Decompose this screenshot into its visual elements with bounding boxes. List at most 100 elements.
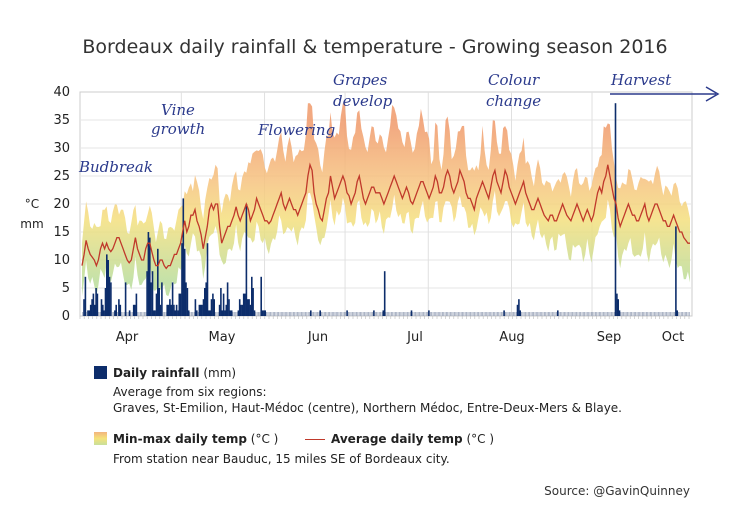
rain-bar-zero — [427, 312, 428, 316]
x-tick-label: Jul — [406, 330, 423, 345]
rain-bar-zero — [416, 312, 418, 316]
rain-bar-zero — [659, 312, 661, 316]
rain-bar — [155, 293, 158, 316]
rain-bar — [84, 276, 87, 316]
rain-bar-zero — [447, 312, 449, 316]
rain-bar-zero — [568, 312, 569, 316]
rain-bar-zero — [266, 312, 267, 316]
rain-bar-zero — [506, 312, 508, 316]
rain-bar-zero — [523, 312, 525, 316]
annotation-label: Vine — [161, 101, 195, 119]
rain-bar — [205, 282, 207, 316]
rain-bar-zero — [283, 312, 285, 316]
rain-bar-zero — [455, 312, 457, 316]
rain-bar-zero — [484, 312, 486, 316]
rain-bar — [173, 304, 175, 316]
rain-bar-zero — [317, 312, 318, 316]
rain-bar — [83, 299, 85, 316]
rain-bar-zero — [637, 312, 639, 316]
rain-bar-zero — [450, 312, 451, 316]
rain-bar-zero — [480, 312, 482, 316]
series-average-temp-line — [81, 162, 690, 270]
rain-bar-zero — [399, 312, 400, 316]
rain-bar-zero — [550, 312, 552, 316]
rain-bar-zero — [635, 312, 636, 316]
rain-bar — [115, 304, 117, 316]
rain-bar-zero — [537, 312, 539, 316]
rain-bar-zero — [498, 312, 500, 316]
rain-bar — [229, 310, 232, 316]
rain-bar-zero — [442, 312, 443, 316]
x-tick-label: Oct — [662, 330, 684, 345]
rain-bar-zero — [299, 312, 301, 316]
rain-bar — [253, 310, 256, 316]
rain-bar-zero — [435, 312, 437, 316]
rain-bar-zero — [164, 312, 165, 316]
rain-bar-zero — [425, 312, 427, 316]
rain-bar-zero — [305, 312, 306, 316]
rain-bar-zero — [141, 312, 143, 316]
rain-bar-zero — [495, 312, 497, 316]
rain-bar-zero — [643, 312, 645, 316]
annotation-label: growth — [151, 120, 205, 138]
rain-bar-zero — [433, 312, 435, 316]
rain-bar — [676, 310, 678, 316]
rain-bar — [675, 226, 677, 316]
rain-bar — [196, 310, 198, 316]
annotation-label: change — [486, 92, 541, 110]
rain-bar-zero — [647, 312, 649, 316]
rain-bar — [194, 299, 197, 316]
rain-bar-zero — [533, 312, 534, 316]
rain-bar-zero — [322, 312, 324, 316]
rain-bar-zero — [525, 312, 526, 316]
legend-rain-label: Daily rainfall — [113, 366, 200, 380]
rain-bar — [134, 304, 136, 316]
rain-bar — [124, 282, 127, 316]
rain-bar-zero — [576, 312, 577, 316]
y-tick-label: 0 — [62, 309, 70, 324]
rain-bar-zero — [663, 312, 665, 316]
rain-bar-zero — [162, 312, 164, 316]
rain-bar-zero — [293, 312, 294, 316]
rain-bar-zero — [545, 312, 547, 316]
rain-bar-zero — [609, 312, 611, 316]
rain-bar-zero — [258, 312, 259, 316]
rain-bar-zero — [672, 312, 674, 316]
x-tick-label: Aug — [499, 330, 524, 345]
rain-bar-zero — [276, 312, 278, 316]
rain-bar — [92, 293, 95, 316]
rain-bar-zero — [572, 312, 573, 316]
rain-bar-zero — [378, 312, 380, 316]
rain-bar-zero — [409, 312, 411, 316]
rain-bar — [177, 310, 179, 316]
rain-bar-zero — [405, 312, 407, 316]
rain-bar-zero — [527, 312, 529, 316]
rain-bar-zero — [138, 312, 140, 316]
rain-bar — [263, 310, 265, 316]
legend-range-label: Min-max daily temp — [113, 432, 247, 446]
rain-bar-zero — [366, 312, 368, 316]
rain-bar-zero — [215, 312, 216, 316]
rain-bar-zero — [608, 312, 610, 316]
rain-bar-zero — [599, 312, 600, 316]
legend-avg-unit: (°C ) — [462, 432, 494, 446]
rain-bar-zero — [396, 312, 398, 316]
rain-bar — [614, 103, 617, 316]
rain-bar-zero — [337, 312, 339, 316]
y-axis-label-temp: °C — [25, 197, 39, 211]
rain-bar-zero — [488, 312, 490, 316]
rain-bar-zero — [454, 312, 455, 316]
rain-bar-zero — [361, 312, 363, 316]
rain-bar-zero — [333, 312, 335, 316]
rain-bar-zero — [127, 312, 129, 316]
rain-bar-zero — [313, 312, 314, 316]
x-tick-label: May — [209, 330, 236, 345]
x-tick-label: Apr — [116, 330, 139, 345]
rain-bar-zero — [679, 312, 681, 316]
rain-bar-zero — [303, 312, 305, 316]
rain-bar-zero — [581, 312, 583, 316]
rain-bar — [159, 304, 162, 316]
rain-bar-zero — [117, 312, 118, 316]
rain-bar-zero — [123, 312, 125, 316]
rain-bar-zero — [142, 312, 144, 316]
